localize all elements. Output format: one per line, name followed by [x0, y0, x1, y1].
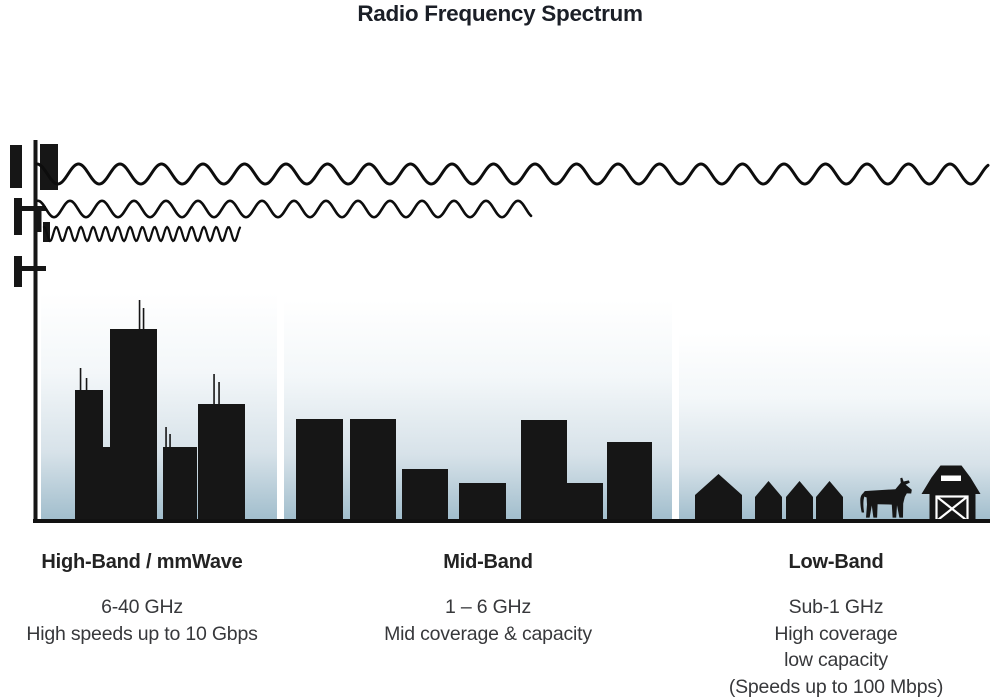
- rooftop-antenna-mast: [142, 308, 145, 329]
- cell-tower-part: [40, 144, 58, 190]
- band-frequency-range: Sub-1 GHz: [788, 596, 884, 618]
- rooftop-antenna-mast: [218, 382, 220, 404]
- band-detail-line: low capacity: [784, 649, 888, 671]
- cell-tower-part: [37, 211, 42, 232]
- house-silhouette: [755, 481, 782, 520]
- band-frequency-range: 6-40 GHz: [101, 596, 183, 618]
- band-label-high-band: High-Band / mmWave 6-40 GHz High speeds …: [0, 551, 312, 647]
- band-name: Mid-Band: [443, 551, 533, 573]
- house-silhouette: [816, 481, 843, 520]
- midrise-building-silhouette: [296, 419, 343, 521]
- midrise-building-silhouette: [521, 420, 567, 521]
- radio-waves: [35, 162, 990, 243]
- house-silhouette: [786, 481, 813, 520]
- highrise-building-silhouette: [75, 368, 103, 521]
- midrise-building-silhouette: [402, 469, 448, 521]
- barn-silhouette: [921, 465, 981, 523]
- band-name: High-Band / mmWave: [41, 551, 243, 573]
- midrise-building-silhouette: [459, 483, 506, 521]
- rooftop-antenna-mast: [79, 368, 82, 390]
- highrise-building-silhouette: [103, 447, 110, 521]
- band-detail-line: High coverage: [774, 622, 898, 645]
- farm-silhouettes: [695, 465, 981, 523]
- band-detail-line: High speeds up to 10 Gbps: [26, 622, 258, 645]
- diagram-title: Radio Frequency Spectrum: [357, 1, 643, 26]
- cell-tower-part: [14, 266, 46, 271]
- rooftop-antenna-mast: [213, 374, 215, 404]
- cell-tower-part: [14, 206, 46, 211]
- ground-line: [33, 519, 990, 523]
- highrise-building-silhouette: [163, 427, 197, 521]
- building-silhouettes: [75, 300, 652, 521]
- barn-door-cross: [935, 495, 969, 522]
- band-label-mid-band: Mid-Band 1 – 6 GHz Mid coverage & capaci…: [318, 551, 658, 647]
- barn-loft-window: [941, 475, 961, 481]
- cow-silhouette: [860, 477, 912, 518]
- highrise-building-silhouette: [110, 300, 157, 521]
- rooftop-antenna-mast: [165, 427, 167, 447]
- cell-tower-part: [14, 256, 22, 287]
- high-frequency-wave: [42, 225, 242, 243]
- rooftop-antenna-mast: [169, 434, 171, 447]
- band-detail-line: Mid coverage & capacity: [384, 622, 592, 645]
- band-frequency-range: 1 – 6 GHz: [445, 596, 531, 618]
- band-name: Low-Band: [788, 551, 884, 573]
- rooftop-antenna-mast: [138, 300, 141, 329]
- midrise-building-silhouette: [350, 419, 396, 521]
- rooftop-antenna-mast: [85, 378, 88, 390]
- mid-frequency-wave: [36, 199, 533, 219]
- house-silhouette: [695, 474, 742, 520]
- cell-tower-part: [14, 198, 22, 235]
- cell-tower-part: [33, 140, 38, 523]
- highrise-building-silhouette: [198, 374, 245, 521]
- band-label-low-band: Low-Band Sub-1 GHz High coverage low cap…: [666, 551, 1000, 700]
- cell-tower-part: [10, 145, 22, 188]
- midrise-building-silhouette: [567, 483, 603, 521]
- band-detail-line: (Speeds up to 100 Mbps): [728, 675, 944, 698]
- low-frequency-wave: [35, 162, 990, 186]
- midrise-building-silhouette: [607, 442, 652, 521]
